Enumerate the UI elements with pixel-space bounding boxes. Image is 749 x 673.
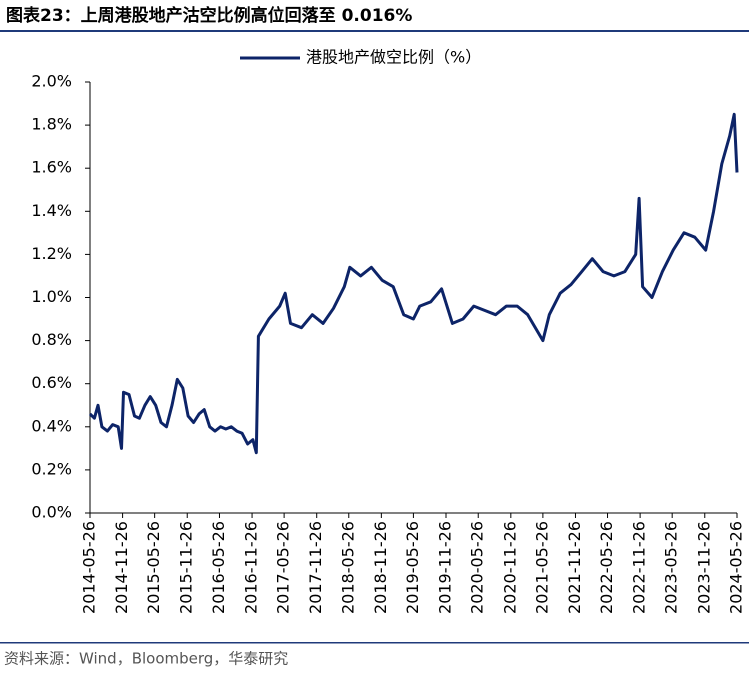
source: 资料来源：Wind，Bloomberg，华泰研究 — [4, 650, 288, 668]
x-tick-label: 2014-11-26 — [112, 521, 131, 614]
x-tick-label: 2016-11-26 — [242, 521, 261, 614]
x-tick-label: 2019-11-26 — [436, 521, 455, 614]
x-tick-label: 2019-05-26 — [403, 521, 422, 614]
y-tick-label: 0.6% — [31, 373, 72, 392]
y-tick-label: 2.0% — [31, 72, 72, 91]
x-tick-label: 2021-05-26 — [532, 521, 551, 614]
x-tick-label: 2020-11-26 — [500, 521, 519, 614]
x-tick-label: 2020-05-26 — [468, 521, 487, 614]
x-tick-label: 2023-11-26 — [694, 521, 713, 614]
line — [88, 112, 739, 455]
y-tick-label: 0.0% — [31, 503, 72, 522]
footer-rule — [0, 642, 749, 644]
x-tick-label: 2015-11-26 — [177, 521, 196, 614]
y-tick-label: 1.0% — [31, 287, 72, 306]
x-tick-label: 2024-05-26 — [727, 521, 746, 614]
x-tick-label: 2021-11-26 — [565, 521, 584, 614]
x-tick-label: 2014-05-26 — [80, 521, 99, 614]
x-tick-label: 2016-05-26 — [209, 521, 228, 614]
y-tick-label: 1.4% — [31, 201, 72, 220]
y-tick-label: 1.6% — [31, 158, 72, 177]
y-tick-label: 1.8% — [31, 115, 72, 134]
x-tick-label: 2022-05-26 — [597, 521, 616, 614]
legend-label: 港股地产做空比例（%） — [306, 48, 481, 67]
x-tick-label: 2022-11-26 — [630, 521, 649, 614]
x-tick-label: 2017-11-26 — [306, 521, 325, 614]
y-tick-label: 0.4% — [31, 416, 72, 435]
chart-title: 图表23：上周港股地产沽空比例高位回落至 0.016% — [6, 5, 412, 26]
y-tick-label: 0.2% — [31, 459, 72, 478]
x-tick-label: 2018-05-26 — [338, 521, 357, 614]
y-tick-label: 1.2% — [31, 244, 72, 263]
header-rule — [0, 30, 749, 32]
x-tick-label: 2017-05-26 — [274, 521, 293, 614]
x-tick-label: 2023-05-26 — [662, 521, 681, 614]
x-tick-label: 2018-11-26 — [371, 521, 390, 614]
x-tick-label: 2015-05-26 — [144, 521, 163, 614]
y-tick-label: 0.8% — [31, 330, 72, 349]
